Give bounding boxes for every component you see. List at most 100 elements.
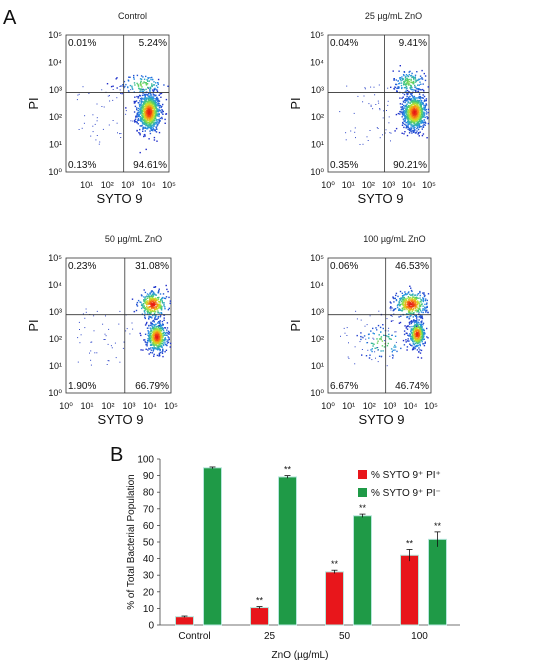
data-point [154,112,156,114]
data-point [424,303,426,306]
y-tick-label: 10⁴ [310,280,324,290]
data-point [403,81,405,84]
data-point [134,121,135,123]
data-point [412,343,414,345]
data-point [407,75,410,78]
data-point [410,338,412,340]
data-point [152,110,154,112]
data-point [90,359,92,361]
data-point [136,130,138,132]
data-point [411,339,413,341]
data-point [397,86,399,88]
data-point [90,364,92,366]
data-point [137,107,140,110]
data-point [148,98,150,101]
data-point [376,347,378,349]
data-point [140,112,142,114]
data-point [149,94,152,96]
data-point [148,96,150,98]
data-point [160,308,162,310]
data-point [153,348,155,350]
data-point [399,309,401,311]
data-point [132,120,134,122]
data-point [420,333,423,335]
data-point [159,340,161,342]
data-point [150,98,152,100]
data-point [406,308,408,311]
scatter-points [340,285,430,367]
data-point [140,117,142,119]
data-point [82,313,84,315]
data-point [162,348,164,350]
data-point [158,338,160,340]
data-point [417,124,419,126]
data-point [129,333,131,335]
data-point [423,344,426,347]
data-point [140,104,143,106]
data-point [144,126,146,129]
data-point [400,106,402,108]
data-point [414,346,416,348]
data-point [422,333,425,335]
data-point [162,341,164,343]
data-point [140,304,143,306]
data-point [403,93,406,96]
data-point [141,94,144,97]
data-point [366,342,368,344]
data-point [414,91,417,93]
data-point [150,100,153,103]
data-point [157,322,159,324]
data-point [418,97,421,99]
data-point [112,85,114,87]
data-point [412,83,414,85]
data-point [158,122,160,124]
data-point [419,101,421,104]
y-tick-label: 10⁰ [310,167,324,177]
data-point [417,297,419,299]
data-point [128,91,130,93]
data-point [145,323,148,325]
data-point [417,84,419,86]
data-point [120,133,122,134]
data-point [153,344,155,347]
data-point [411,132,413,134]
data-point [373,343,375,345]
data-point [425,108,428,111]
data-point [373,86,375,88]
data-point [419,107,421,109]
data-point [415,107,418,109]
data-point [401,297,403,299]
data-point [136,301,139,304]
data-point [150,125,152,127]
data-point [417,120,420,122]
data-point [410,117,413,119]
data-point [396,90,398,92]
data-point [161,338,164,341]
plot-frame [327,257,432,394]
data-point [154,306,156,308]
data-point [109,95,110,97]
data-point [148,307,150,309]
data-point [406,301,408,303]
data-point [417,118,420,120]
data-point [418,316,420,318]
y-tick-label: 10² [49,334,62,344]
data-point [143,310,146,313]
data-point [127,79,130,81]
y-tick-label: 10² [311,334,324,344]
data-point [417,324,419,326]
data-point [149,297,152,300]
data-point [145,88,147,91]
data-point [419,341,421,343]
data-point [405,126,408,128]
data-point [423,121,426,123]
data-point [158,106,161,109]
data-point [153,334,155,336]
data-point [151,295,153,297]
data-point [163,332,165,334]
data-point [142,128,144,130]
data-point [416,120,418,122]
data-point [158,332,161,335]
data-point [411,88,413,91]
